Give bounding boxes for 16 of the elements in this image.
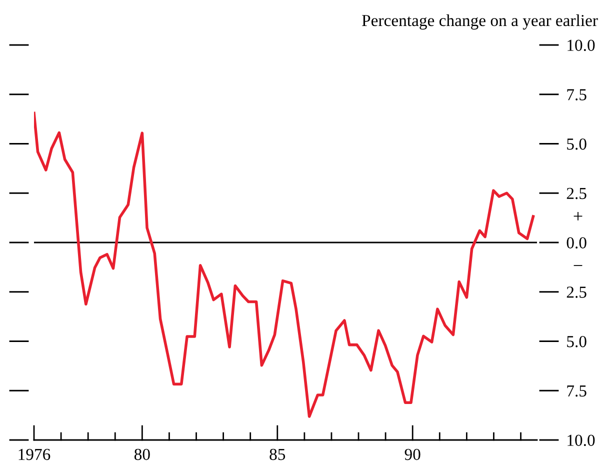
y-tick-label: 7.5: [567, 89, 586, 100]
text: +: [574, 212, 582, 220]
x-tick-label: 1976: [18, 448, 50, 460]
y-tick-label: 2.5: [566, 188, 586, 200]
x-tick-label: 85: [270, 448, 286, 460]
y-tick-label: 10.0: [568, 40, 595, 52]
x-tick-label: 80: [134, 448, 150, 460]
x-tick-label: 90: [404, 448, 420, 460]
y-axis-title: Percentage change on a year earlier: [362, 14, 598, 30]
y-tick-label: 5.0: [567, 138, 586, 150]
y-tick-label: 10.0: [568, 434, 595, 446]
y-tick-label: 7.5: [567, 385, 586, 397]
y-tick-label: 2.5: [566, 286, 586, 298]
text: −: [574, 265, 582, 266]
y-tick-label: 5.0: [567, 336, 586, 348]
y-tick-label: 0.0: [566, 237, 586, 249]
